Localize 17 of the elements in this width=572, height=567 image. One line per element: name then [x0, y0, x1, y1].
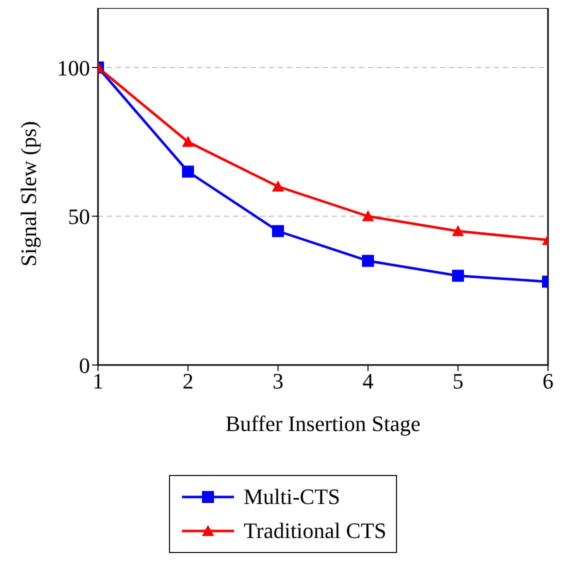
y-tick-label: 50	[68, 204, 90, 230]
y-tick-label: 100	[57, 55, 90, 80]
x-tick-label: 3	[272, 368, 284, 394]
point	[362, 254, 374, 267]
x-tick-label: 6	[542, 368, 554, 394]
point	[272, 180, 284, 192]
x-tick-label: 1	[92, 368, 104, 394]
y-axis-title: Signal Slew (ps)	[16, 121, 41, 266]
y-tick-label: 0	[79, 352, 90, 378]
point	[272, 225, 284, 238]
x-tick-label: 2	[182, 368, 194, 394]
legend-label: Traditional CTS	[244, 518, 386, 544]
x-axis-title: Buffer Insertion Stage	[225, 411, 421, 436]
x-tick-label: 5	[452, 368, 464, 394]
x-tick-label: 4	[362, 368, 374, 394]
point	[362, 210, 374, 222]
legend-label: Multi-CTS	[244, 484, 340, 510]
